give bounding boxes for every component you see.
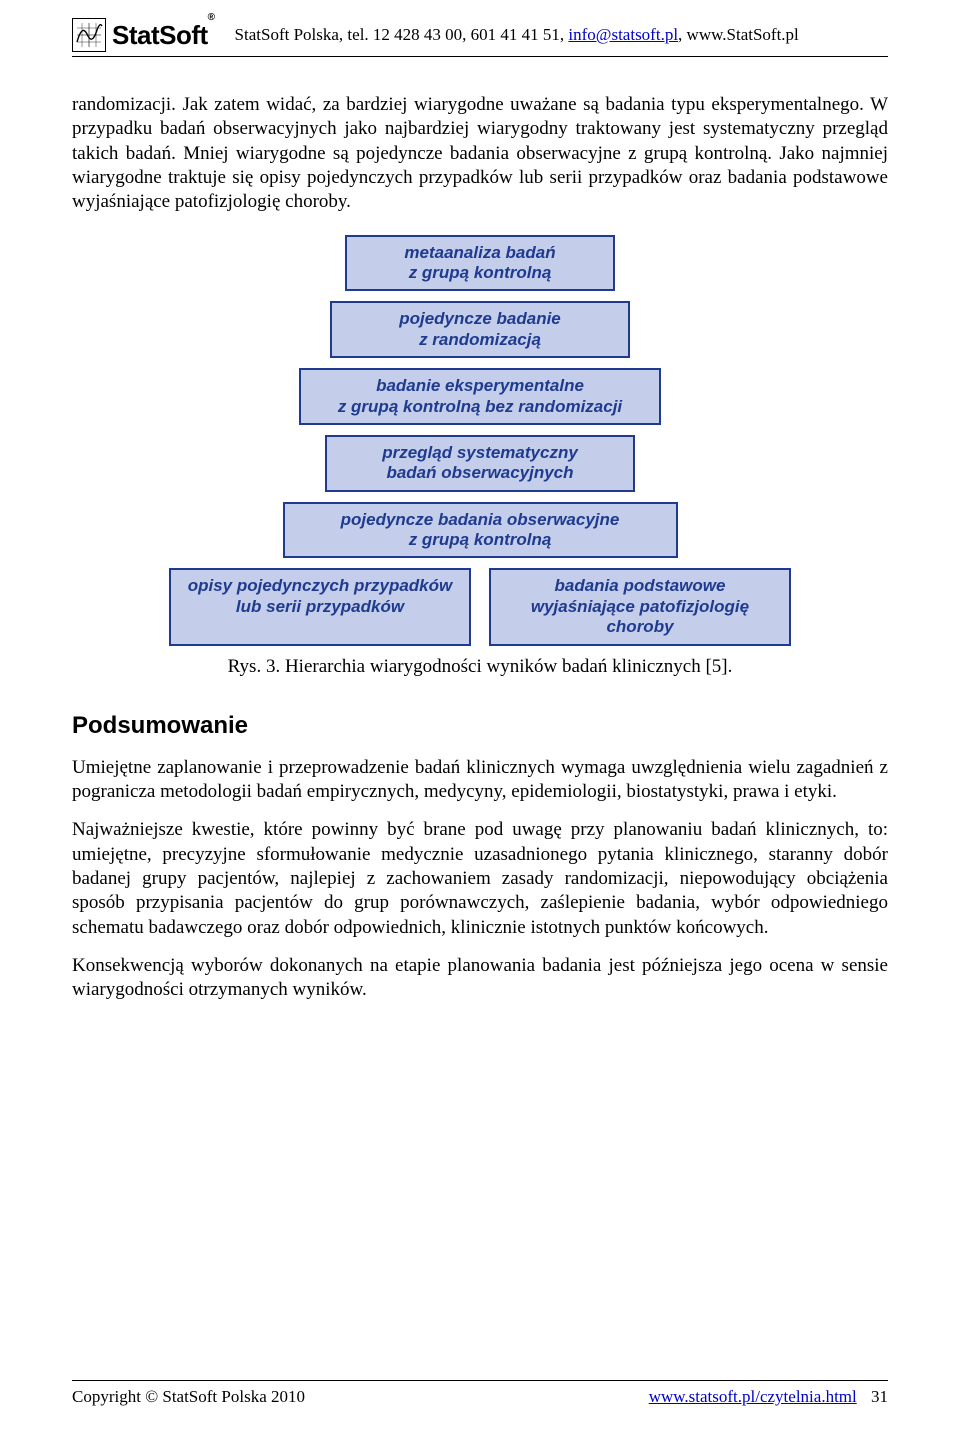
diagram-box-1: metaanaliza badańz grupą kontrolną bbox=[345, 235, 615, 292]
copyright-text: Copyright © StatSoft Polska 2010 bbox=[72, 1387, 305, 1407]
figure-caption: Rys. 3. Hierarchia wiarygodności wyników… bbox=[72, 656, 888, 678]
diagram-box-4: przegląd systematycznybadań obserwacyjny… bbox=[325, 435, 635, 492]
diagram-box-6a: opisy pojedynczych przypadkówlub serii p… bbox=[169, 568, 471, 645]
diagram-box-2: pojedyncze badaniez randomizacją bbox=[330, 301, 630, 358]
section-heading: Podsumowanie bbox=[72, 712, 888, 740]
body-paragraph-4: Konsekwencją wyborów dokonanych na etapi… bbox=[72, 954, 888, 1003]
diagram-box-6b: badania podstawowewyjaśniające patofizjo… bbox=[489, 568, 791, 645]
header-contact: StatSoft Polska, tel. 12 428 43 00, 601 … bbox=[235, 25, 799, 45]
body-paragraph-3: Najważniejsze kwestie, które powinny być… bbox=[72, 818, 888, 940]
diagram-box-3: badanie eksperymentalnez grupą kontrolną… bbox=[299, 368, 661, 425]
page-footer: Copyright © StatSoft Polska 2010 www.sta… bbox=[72, 1380, 888, 1407]
hierarchy-diagram: metaanaliza badańz grupą kontrolną pojed… bbox=[169, 235, 791, 646]
logo-text: StatSoft® bbox=[112, 20, 215, 51]
email-link[interactable]: info@statsoft.pl bbox=[568, 25, 678, 44]
logo: StatSoft® bbox=[72, 18, 215, 52]
contact-text: StatSoft Polska, tel. 12 428 43 00, 601 … bbox=[235, 25, 569, 44]
page-number: 31 bbox=[871, 1387, 888, 1406]
body-paragraph-1: randomizacji. Jak zatem widać, za bardzi… bbox=[72, 93, 888, 215]
diagram-box-5: pojedyncze badania obserwacyjnez grupą k… bbox=[283, 502, 678, 559]
body-paragraph-2: Umiejętne zaplanowanie i przeprowadzenie… bbox=[72, 756, 888, 805]
logo-icon bbox=[72, 18, 106, 52]
footer-url-link[interactable]: www.statsoft.pl/czytelnia.html bbox=[649, 1387, 857, 1406]
page-header: StatSoft® StatSoft Polska, tel. 12 428 4… bbox=[72, 0, 888, 57]
header-url: www.StatSoft.pl bbox=[687, 25, 799, 44]
